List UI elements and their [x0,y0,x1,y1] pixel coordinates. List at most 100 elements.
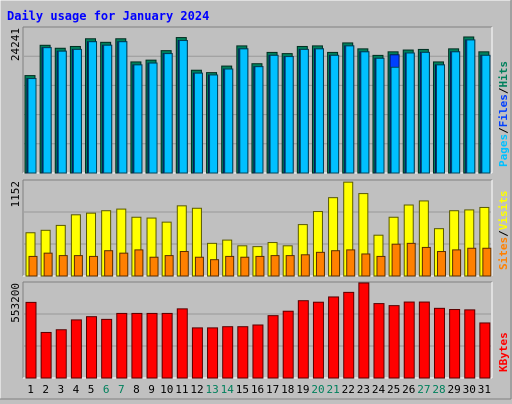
pages-bar [284,56,294,174]
sites-bar [134,249,144,277]
sites-bar [179,251,189,277]
sites-bar [225,255,235,277]
sites-bar [28,255,38,277]
pages-bar [269,54,279,174]
sites-bar [164,255,174,277]
day-tick-label: 31 [478,383,491,396]
sites-bar [285,255,295,277]
sites-bar [346,249,356,277]
sites-bar [210,259,220,277]
sites-bar [300,254,310,277]
kbytes-bar [25,301,37,379]
kbytes-legend-part: KBytes [497,332,510,372]
chart-title: Daily usage for January 2024 [7,9,209,23]
day-tick-label: 7 [118,383,125,396]
sites-bar [376,255,386,277]
sites-bar [406,242,416,277]
kbytes-bar [146,312,158,379]
day-tick-label: 26 [402,383,415,396]
sites-bar [73,255,83,277]
pages-bar [88,41,98,174]
pages-bar [103,44,113,174]
sites-bar [58,255,68,277]
kbytes-bar [312,301,324,379]
pages-bar [72,48,82,174]
sites-bar [194,256,204,277]
kbytes-bar [161,312,173,379]
pages-bar [405,52,415,174]
usage-legend-part: Files [497,94,510,127]
pages-bar [118,41,128,174]
sites-bar [255,255,265,277]
kbytes-legend: KBytes [497,332,510,372]
day-tick-label: 30 [463,383,476,396]
day-tick-label: 17 [266,383,279,396]
kbytes-bar [237,326,249,379]
sites-bar [270,255,280,277]
kbytes-bar [86,316,98,379]
usage-legend-part: Pages [497,134,510,167]
day-tick-label: 2 [42,383,49,396]
day-tick-label: 22 [342,383,355,396]
kbytes-bar [418,301,430,379]
kbytes-bar [116,312,128,379]
pages-bar [345,45,355,174]
pages-bar [178,40,188,174]
kbytes-bar [373,303,385,379]
usage-ytick-label: 24241 [9,28,22,61]
visits-legend: Sites/Visits [497,191,510,271]
pages-bar [239,48,249,174]
kbytes-bar [282,310,294,379]
kbytes-bar [40,331,52,379]
sites-bar [391,243,401,277]
sites-bar [119,252,129,277]
pages-bar [314,48,324,174]
day-tick-label: 15 [236,383,249,396]
visits-ytick-label: 1152 [9,181,22,208]
day-tick-label: 18 [281,383,294,396]
chart-panels: 24241Pages/Files/Hits1152Sites/Visits553… [9,26,510,396]
usage-legend-part: / [497,87,510,94]
visits-legend-part: / [497,230,510,237]
day-tick-label: 13 [205,383,218,396]
sites-bar [315,251,325,277]
sites-bar [436,251,446,277]
day-tick-label: 28 [432,383,445,396]
sites-bar [421,246,431,277]
pages-bar [451,51,461,174]
visits-legend-part: Sites [497,237,510,270]
day-tick-label: 16 [251,383,264,396]
day-tick-label: 25 [387,383,400,396]
kbytes-bar [343,291,355,379]
day-tick-label: 8 [133,383,140,396]
pages-bar [57,50,67,174]
day-tick-label: 20 [311,383,324,396]
kbytes-bar [388,305,400,379]
day-tick-label: 21 [327,383,340,396]
sites-bar [482,247,492,277]
pages-bar [27,78,37,174]
day-tick-label: 19 [296,383,309,396]
kbytes-bar [191,327,203,379]
kbytes-bar [176,308,188,379]
pages-bar [375,57,385,174]
day-tick-label: 1 [27,383,34,396]
sites-bar [467,247,477,277]
kbytes-bar [433,307,445,379]
sites-bar [361,253,371,277]
day-tick-label: 3 [58,383,65,396]
pages-bar [466,39,476,174]
kbytes-bar [101,318,113,379]
kbytes-bar [70,319,82,379]
day-tick-label: 29 [448,383,461,396]
day-tick-label: 23 [357,383,370,396]
sites-bar [89,255,99,277]
sites-bar [452,249,462,277]
pages-bar [193,72,203,174]
usage-legend-part: Hits [497,61,510,88]
kbytes-bar [297,300,309,379]
pages-bar [420,51,430,174]
pages-bar [133,64,143,174]
